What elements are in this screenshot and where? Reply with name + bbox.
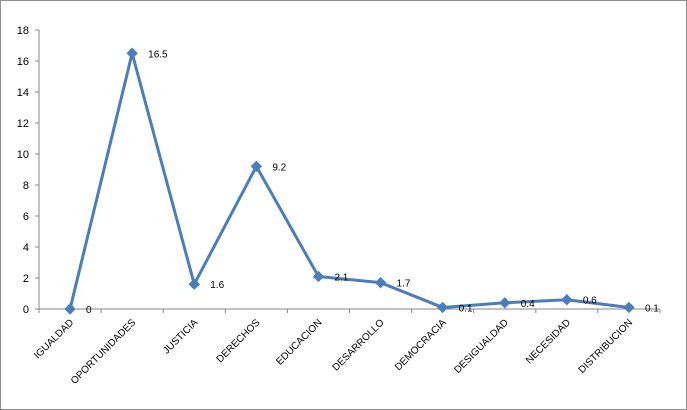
data-point-marker <box>64 303 76 315</box>
data-point-marker <box>623 301 635 314</box>
data-label: 9.2 <box>272 162 286 173</box>
axes <box>38 30 660 310</box>
x-tick-label: DISTRIBUCION <box>577 317 635 375</box>
data-point-marker <box>250 160 263 173</box>
x-tick-label: IGUALDAD <box>32 317 76 361</box>
x-tick-label: NECESIDAD <box>524 317 573 366</box>
y-tick-label: 4 <box>23 242 29 254</box>
data-label: 0.6 <box>583 296 597 307</box>
data-label: 16.5 <box>148 49 168 60</box>
y-tick-label: 18 <box>17 25 29 37</box>
series-group <box>64 47 635 315</box>
x-tick-label: DESIGUALDAD <box>452 317 510 375</box>
data-label: 1.6 <box>210 280 224 291</box>
y-tick-label: 2 <box>23 273 29 285</box>
x-tick-label: OPORTUNIDADES <box>69 317 139 387</box>
data-label: 0 <box>86 305 92 316</box>
y-tick-label: 10 <box>17 149 29 161</box>
x-tick-label: DERECHOS <box>215 317 263 365</box>
y-tick-label: 6 <box>23 211 29 223</box>
data-point-marker <box>312 270 325 283</box>
data-point-marker <box>374 276 387 289</box>
x-tick-label: DEMOCRACIA <box>393 317 449 373</box>
data-label: 0.1 <box>645 303 659 314</box>
y-tick-label: 12 <box>17 118 29 130</box>
data-point-marker <box>126 47 138 59</box>
y-tick-label: 16 <box>17 56 29 68</box>
data-label: 1.7 <box>397 279 411 290</box>
y-tick-label: 14 <box>17 87 29 99</box>
x-tick-label: JUSTICIA <box>161 317 200 356</box>
series-line <box>68 51 630 310</box>
y-axis-ticks: 0 2 4 6 8 10 12 14 16 18 <box>17 25 39 316</box>
data-point-marker <box>436 301 449 314</box>
data-label: 2.1 <box>334 272 348 283</box>
data-point-marker <box>561 293 573 306</box>
data-point-marker <box>188 278 200 290</box>
data-labels: 0 16.5 1.6 9.2 2.1 1.7 0.1 0.4 0.6 0.1 <box>86 49 659 316</box>
x-tick-label: DESARROLLO <box>331 317 387 373</box>
data-label: 0.1 <box>459 303 473 314</box>
x-tick-label: EDUCACION <box>274 317 324 367</box>
y-tick-label: 0 <box>23 304 29 316</box>
data-point-marker <box>499 297 511 309</box>
data-label: 0.4 <box>521 299 535 310</box>
y-tick-label: 8 <box>23 180 29 192</box>
